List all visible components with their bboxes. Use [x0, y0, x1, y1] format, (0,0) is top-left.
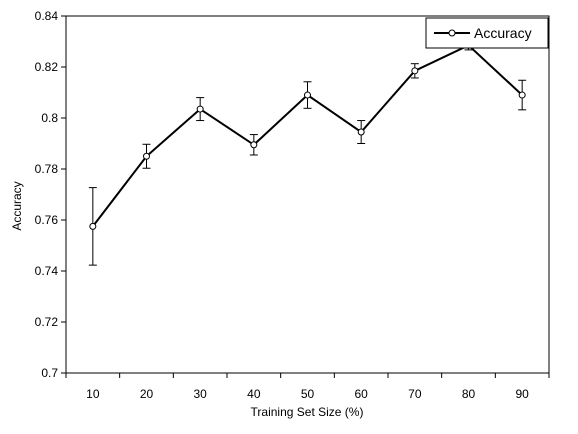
x-tick-label: 70 [408, 387, 422, 401]
data-point [304, 91, 311, 99]
y-axis-label: Accuracy [10, 181, 24, 230]
x-tick-label: 80 [462, 387, 476, 401]
x-tick-label: 90 [515, 387, 529, 401]
legend-marker-swatch [448, 29, 456, 37]
data-point [143, 152, 150, 160]
y-tick-label: 0.72 [35, 315, 59, 329]
y-tick-label: 0.74 [35, 264, 59, 278]
data-point [196, 105, 204, 113]
y-tick-label: 0.76 [35, 213, 59, 227]
x-tick-label: 30 [193, 387, 207, 401]
x-axis-label: Training Set Size (%) [251, 405, 364, 419]
legend-label: Accuracy [474, 25, 532, 41]
y-tick-label: 0.7 [41, 366, 58, 380]
y-tick-label: 0.8 [41, 111, 58, 125]
data-point [250, 141, 258, 149]
data-point [89, 222, 97, 230]
x-tick-label: 20 [140, 387, 154, 401]
y-tick-label: 0.78 [35, 162, 59, 176]
legend: Accuracy [425, 17, 549, 49]
data-point [357, 128, 365, 136]
data-point [411, 67, 419, 75]
y-tick-label: 0.84 [35, 9, 59, 23]
series-line [92, 44, 523, 227]
x-tick-label: 40 [247, 387, 261, 401]
plot-frame [65, 15, 550, 374]
x-tick-label: 10 [86, 387, 100, 401]
y-tick-label: 0.82 [35, 60, 59, 74]
data-point [518, 91, 526, 99]
x-tick-label: 60 [354, 387, 368, 401]
x-tick-label: 50 [301, 387, 315, 401]
